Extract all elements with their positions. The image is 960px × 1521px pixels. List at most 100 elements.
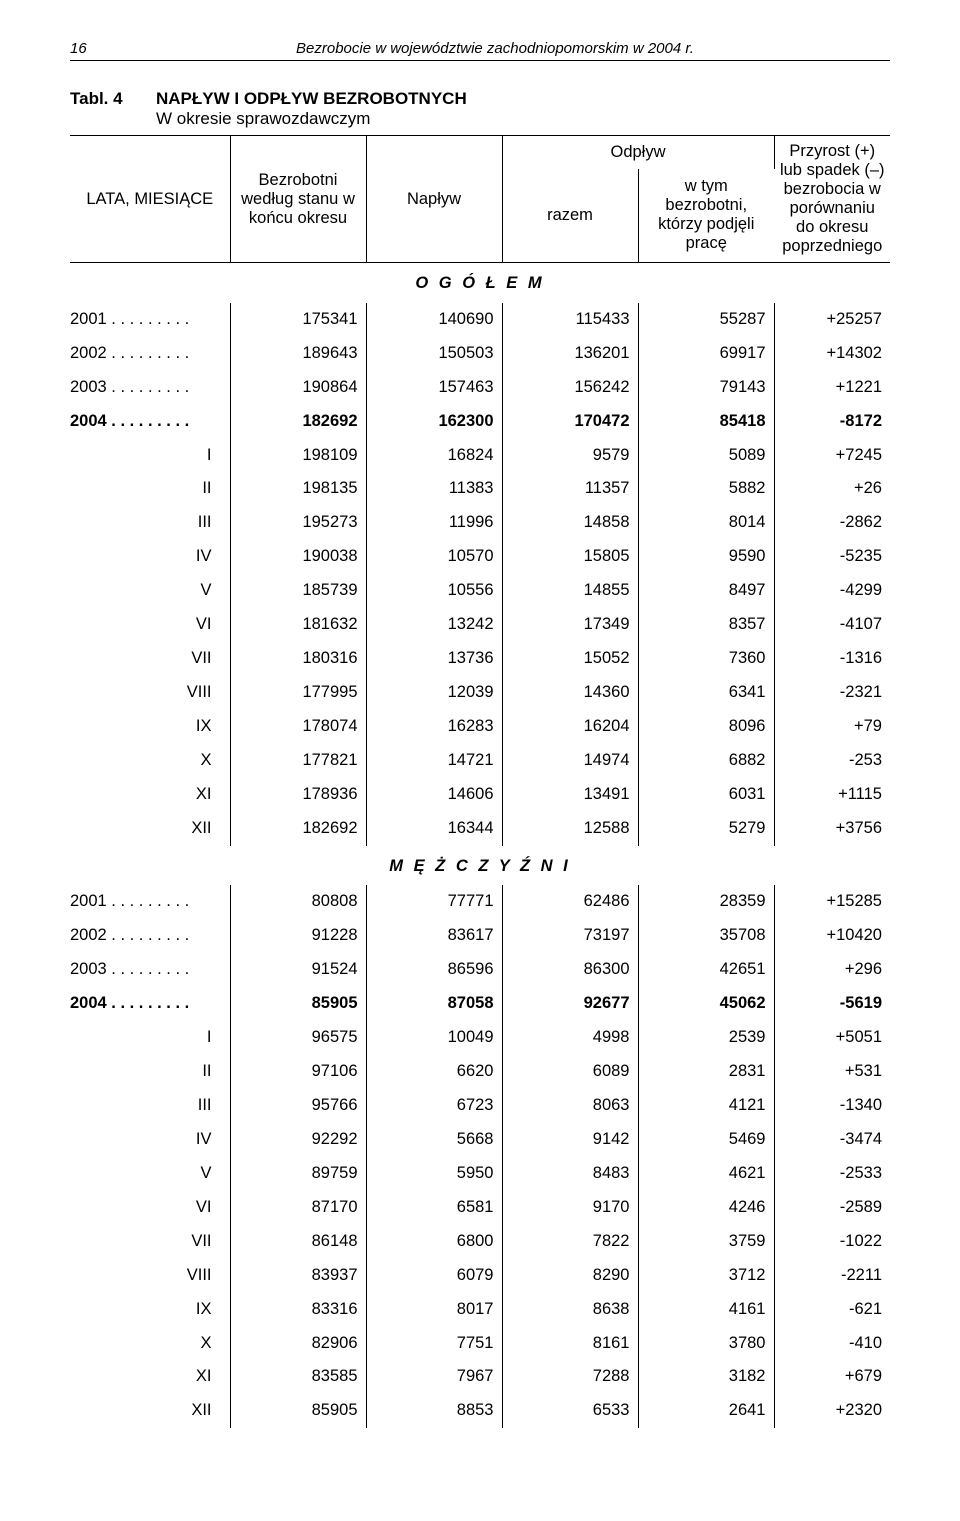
cell-value: 198135	[230, 472, 366, 506]
th-stock: Bezrobotni według stanu w końcu okresu	[230, 136, 366, 263]
table-row: VIII17799512039143606341-2321	[70, 676, 890, 710]
table-row: IV19003810570158059590-5235	[70, 540, 890, 574]
table-row: II97106662060892831+531	[70, 1055, 890, 1089]
table-body: O G Ó Ł E M2001 . . . . . . . . .1753411…	[70, 263, 890, 1429]
row-label: VII	[70, 1225, 230, 1259]
cell-value: 181632	[230, 608, 366, 642]
row-label: 2003 . . . . . . . . .	[70, 953, 230, 987]
row-label: 2002 . . . . . . . . .	[70, 337, 230, 371]
row-label: VI	[70, 608, 230, 642]
cell-value: 6089	[502, 1055, 638, 1089]
cell-value: -5235	[774, 540, 890, 574]
page-heading: Bezrobocie w województwie zachodniopomor…	[100, 40, 890, 57]
cell-value: 8497	[638, 574, 774, 608]
page-number: 16	[70, 40, 100, 57]
row-label: V	[70, 574, 230, 608]
row-label: XII	[70, 1394, 230, 1428]
cell-value: 10556	[366, 574, 502, 608]
cell-value: 195273	[230, 506, 366, 540]
cell-value: 9590	[638, 540, 774, 574]
cell-value: 77771	[366, 885, 502, 919]
cell-value: 16204	[502, 710, 638, 744]
th-outflow-total: razem	[502, 169, 638, 263]
row-label: VIII	[70, 1258, 230, 1292]
table-row: XI17893614606134916031+1115	[70, 778, 890, 812]
cell-value: 7360	[638, 642, 774, 676]
row-label: IX	[70, 710, 230, 744]
cell-value: 7751	[366, 1326, 502, 1360]
cell-value: -621	[774, 1292, 890, 1326]
cell-value: 91228	[230, 919, 366, 953]
cell-value: -1340	[774, 1089, 890, 1123]
cell-value: 17349	[502, 608, 638, 642]
cell-value: 83937	[230, 1258, 366, 1292]
cell-value: 6581	[366, 1191, 502, 1225]
cell-value: 3712	[638, 1258, 774, 1292]
cell-value: 83617	[366, 919, 502, 953]
cell-value: 5279	[638, 812, 774, 846]
cell-value: 14721	[366, 744, 502, 778]
cell-value: 16283	[366, 710, 502, 744]
cell-value: -3474	[774, 1123, 890, 1157]
cell-value: 3182	[638, 1360, 774, 1394]
cell-value: 14974	[502, 744, 638, 778]
cell-value: 8357	[638, 608, 774, 642]
row-label: 2002 . . . . . . . . .	[70, 919, 230, 953]
table-row: IV92292566891425469-3474	[70, 1123, 890, 1157]
table-row: 2002 . . . . . . . . .189643150503136201…	[70, 337, 890, 371]
cell-value: +10420	[774, 919, 890, 953]
section-heading: O G Ó Ł E M	[70, 263, 890, 303]
table-title: NAPŁYW I ODPŁYW BEZROBOTNYCH	[156, 89, 890, 109]
table-row: III19527311996148588014-2862	[70, 506, 890, 540]
cell-value: 86148	[230, 1225, 366, 1259]
cell-value: -2533	[774, 1157, 890, 1191]
cell-value: 156242	[502, 370, 638, 404]
cell-value: 5950	[366, 1157, 502, 1191]
cell-value: 14360	[502, 676, 638, 710]
cell-value: -4107	[774, 608, 890, 642]
cell-value: -2862	[774, 506, 890, 540]
cell-value: 83316	[230, 1292, 366, 1326]
cell-value: 4998	[502, 1021, 638, 1055]
cell-value: 6031	[638, 778, 774, 812]
cell-value: 175341	[230, 303, 366, 337]
cell-value: 7967	[366, 1360, 502, 1394]
cell-value: 178936	[230, 778, 366, 812]
cell-value: +26	[774, 472, 890, 506]
cell-value: 91524	[230, 953, 366, 987]
cell-value: 170472	[502, 404, 638, 438]
table-subtitle: W okresie sprawozdawczym	[156, 109, 890, 129]
cell-value: 69917	[638, 337, 774, 371]
cell-value: 92677	[502, 987, 638, 1021]
data-table: LATA, MIESIĄCE Bezrobotni według stanu w…	[70, 135, 890, 1428]
cell-value: 9142	[502, 1123, 638, 1157]
cell-value: 8096	[638, 710, 774, 744]
table-row: VII18031613736150527360-1316	[70, 642, 890, 676]
cell-value: 190038	[230, 540, 366, 574]
table-row: 2003 . . . . . . . . .915248659686300426…	[70, 953, 890, 987]
cell-value: 190864	[230, 370, 366, 404]
cell-value: 189643	[230, 337, 366, 371]
cell-value: 5469	[638, 1123, 774, 1157]
cell-value: 6341	[638, 676, 774, 710]
cell-value: 11357	[502, 472, 638, 506]
cell-value: 6620	[366, 1055, 502, 1089]
cell-value: -2211	[774, 1258, 890, 1292]
page-header: 16 Bezrobocie w województwie zachodniopo…	[70, 40, 890, 61]
table-row: I1981091682495795089+7245	[70, 438, 890, 472]
cell-value: 13242	[366, 608, 502, 642]
table-row: VIII83937607982903712-2211	[70, 1258, 890, 1292]
th-outflow-span: Odpływ	[502, 136, 774, 169]
cell-value: 9579	[502, 438, 638, 472]
cell-value: 3780	[638, 1326, 774, 1360]
cell-value: 15052	[502, 642, 638, 676]
table-row: XII18269216344125885279+3756	[70, 812, 890, 846]
cell-value: 89759	[230, 1157, 366, 1191]
cell-value: 177821	[230, 744, 366, 778]
cell-value: 6533	[502, 1394, 638, 1428]
cell-value: +3756	[774, 812, 890, 846]
table-row: VI18163213242173498357-4107	[70, 608, 890, 642]
row-label: II	[70, 472, 230, 506]
cell-value: 8063	[502, 1089, 638, 1123]
cell-value: -2589	[774, 1191, 890, 1225]
